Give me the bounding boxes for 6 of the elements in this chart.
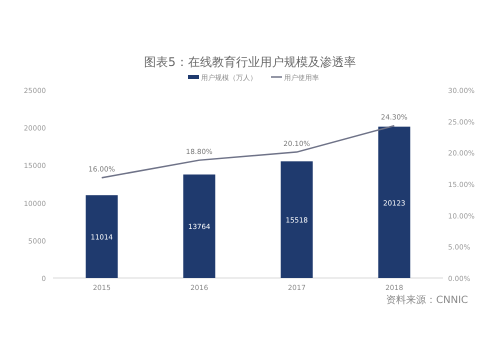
chart-title: 图表5：在线教育行业用户规模及渗透率 [144,55,356,69]
bar [280,161,313,278]
text: 资料来源：CNNIC [386,294,468,306]
bar [183,174,216,278]
bar [86,195,118,278]
bar [378,126,410,278]
